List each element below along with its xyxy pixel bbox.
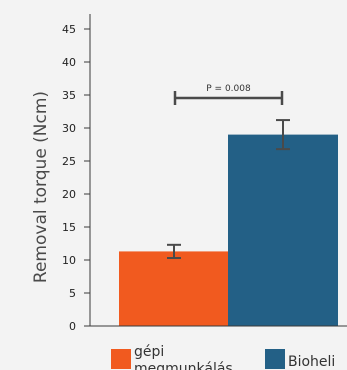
y-tick-label: 5 [69, 287, 76, 300]
legend-label: Bioheli [288, 354, 335, 370]
significance-bracket: P = 0.008 [173, 84, 284, 105]
y-tick-label: 20 [62, 188, 76, 201]
legend-swatch [111, 349, 131, 369]
error-bars [167, 119, 290, 260]
axes [89, 14, 347, 327]
y-tick-label: 40 [62, 56, 76, 69]
y-tick-label: 0 [69, 320, 76, 333]
y-axis-label: Removal torque (Ncm) [31, 91, 51, 283]
significance-label: P = 0.008 [206, 84, 251, 94]
legend-label: gépi [134, 344, 164, 360]
y-tick-label: 15 [62, 221, 76, 234]
y-axis-ticks: 0 5 10 15 20 25 30 35 40 45 [62, 23, 90, 333]
y-tick-label: 30 [62, 122, 76, 135]
legend-label: megmunkálás [134, 361, 233, 370]
y-tick-label: 10 [62, 254, 76, 267]
y-tick-label: 35 [62, 89, 76, 102]
y-tick-label: 45 [62, 23, 76, 36]
y-tick-label: 25 [62, 155, 76, 168]
legend-swatch [265, 349, 285, 369]
bar [119, 251, 229, 326]
bar [228, 134, 338, 326]
bars [119, 134, 338, 326]
